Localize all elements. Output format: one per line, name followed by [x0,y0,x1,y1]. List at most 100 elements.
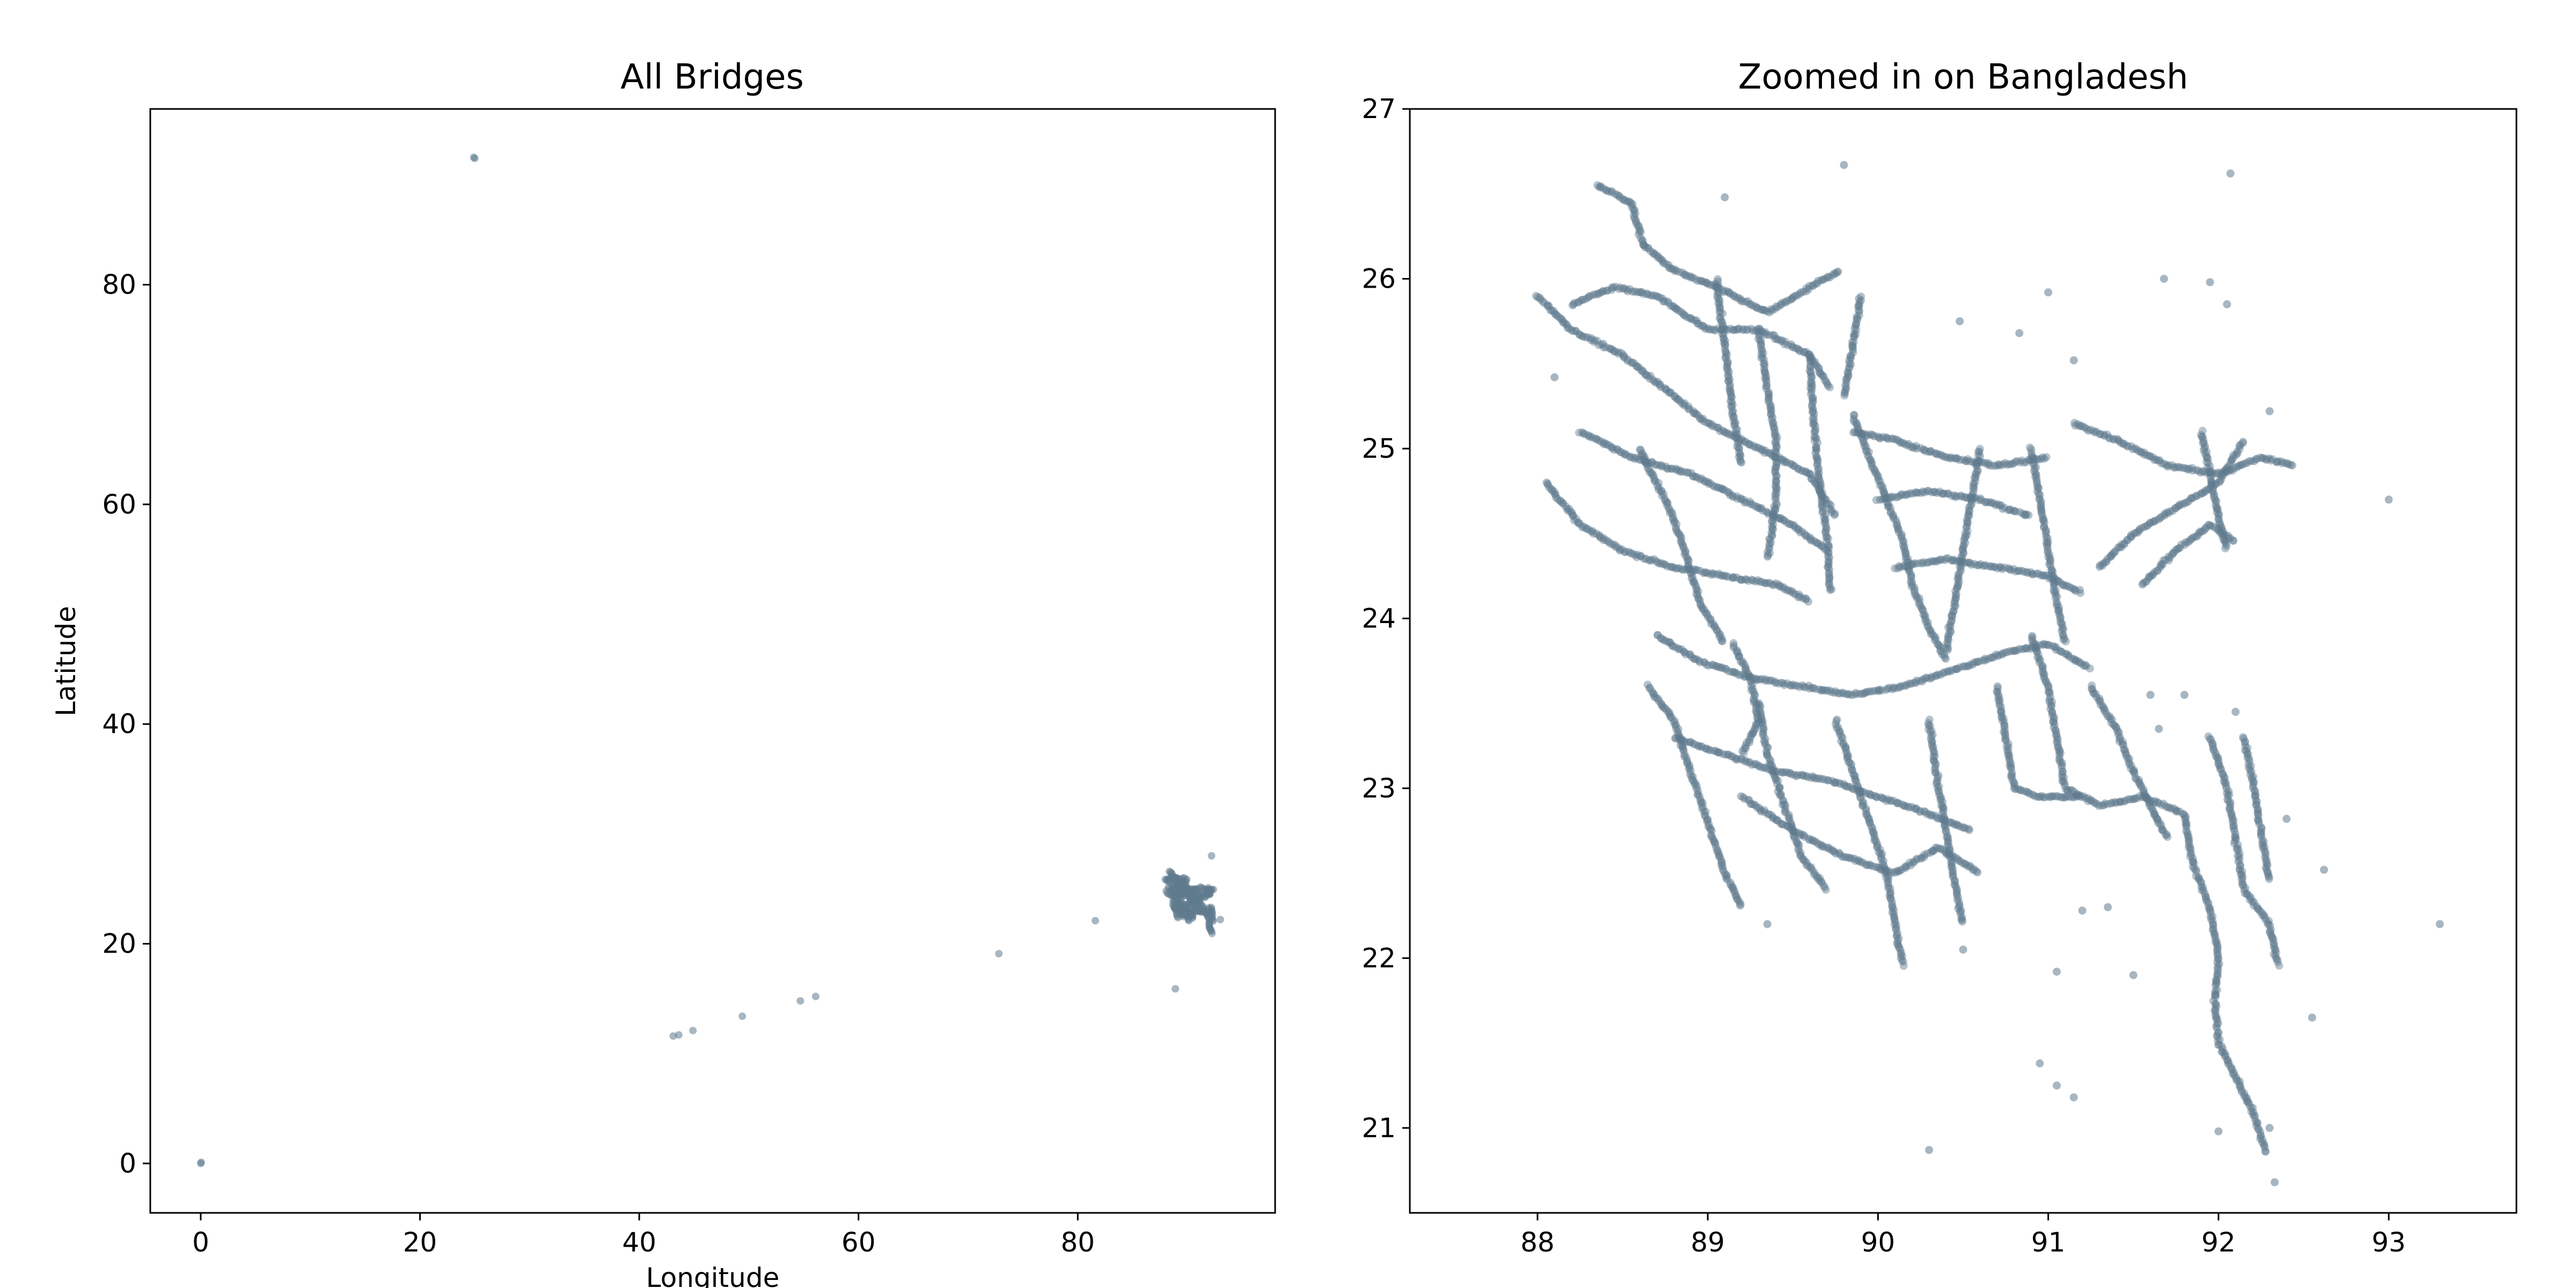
scatter-point [2308,1013,2316,1022]
scatter-point [1785,296,1794,304]
y-tick-label: 24 [1362,603,1396,634]
scatter-point [1644,244,1652,252]
scatter-point [1606,539,1614,547]
scatter-point [1760,355,1768,364]
scatter-point [1650,474,1658,482]
scatter-point [1678,309,1686,317]
scatter-point [1748,327,1757,335]
scatter-point [1713,625,1721,634]
scatter-point [1781,338,1789,346]
scatter-point [1724,573,1732,581]
scatter-point [1682,553,1690,561]
scatter-point [1697,603,1706,611]
scatter-point [1732,492,1741,501]
scatter-point [1764,394,1773,403]
scatter-point [1687,315,1696,324]
scatter-point [1716,571,1725,580]
scatter-point [1605,344,1614,353]
scatter-point [1617,349,1626,357]
scatter-point [1767,405,1775,414]
scatter-point [1645,468,1654,477]
scatter-point [1672,466,1681,474]
scatter-point [1800,348,1809,357]
scatter-point [1805,282,1814,290]
scatter-point [1684,405,1693,413]
scatter-point [1714,283,1722,292]
scatter-point [1735,324,1743,333]
scatter-point [1780,516,1788,524]
scatter-point [1726,289,1735,298]
scatter-point [1699,321,1707,330]
scatter-point [1692,581,1700,590]
scatter-point [1730,292,1738,301]
scatter-point [1771,335,1780,343]
scatter-point [1770,432,1779,441]
scatter-point [1583,525,1591,533]
scatter-point [1757,354,1766,362]
scatter-point [1810,537,1818,545]
scatter-point [1674,395,1682,404]
scatter-point [1825,504,1834,513]
scatter-point [1708,422,1716,430]
scatter-point [1797,288,1805,297]
scatter-point [2229,537,2238,545]
scatter-point [1585,292,1594,300]
scatter-point [1635,227,1644,236]
scatter-point [1753,576,1762,584]
scatter-point [2282,815,2291,823]
scatter-point [1802,467,1810,475]
scatter-point [1626,549,1635,558]
panel-title-zoomed-bangladesh: Zoomed in on Bangladesh [1738,57,2189,97]
scatter-point [1751,326,1760,335]
scatter-point [1559,318,1568,327]
scatter-point [1737,495,1746,503]
scatter-point [1795,346,1804,354]
scatter-point [1672,525,1681,533]
scatter-point [1773,433,1781,441]
scatter-point [1589,291,1597,299]
scatter-point [1645,459,1653,467]
scatter-point [1802,532,1810,540]
scatter-point [1758,445,1767,454]
scatter-point [1793,291,1801,300]
scatter-point [1670,392,1679,400]
scatter-point [1617,448,1626,457]
scatter-point [1741,298,1750,306]
scatter-point [1562,320,1570,328]
scatter-point [1658,294,1667,303]
scatter-point [1606,345,1615,353]
scatter-point [1810,477,1818,486]
scatter-point [1762,331,1771,339]
scatter-point [1796,528,1804,537]
scatter-point [2085,664,2094,673]
scatter-point [1574,518,1583,526]
scatter-point [1796,592,1804,601]
scatter-point [1661,560,1670,569]
scatter-point [1595,183,1604,192]
scatter-point [1691,275,1700,283]
scatter-point [1714,324,1722,333]
scatter-point [1823,500,1831,508]
scatter-point [1593,290,1602,299]
scatter-point [1757,338,1765,346]
scatter-point [1758,305,1767,314]
scatter-point [1682,565,1690,574]
scatter-point [1789,343,1798,352]
scatter-point [1591,290,1600,298]
scatter-point [1779,456,1787,464]
scatter-point [1636,234,1645,243]
scatter-point [1773,335,1781,343]
scatter-point [1790,462,1799,471]
scatter-point [1569,327,1577,335]
scatter-point [1574,298,1582,306]
scatter-point [1782,297,1791,305]
scatter-point [1785,519,1794,528]
scatter-point [1593,336,1601,345]
scatter-point [1670,518,1678,527]
scatter-point [1702,418,1710,427]
scatter-point [1710,325,1718,334]
scatter-point [1664,503,1673,512]
scatter-point [2129,971,2138,979]
y-tick-label: 80 [102,269,136,300]
scatter-point [1799,348,1808,356]
